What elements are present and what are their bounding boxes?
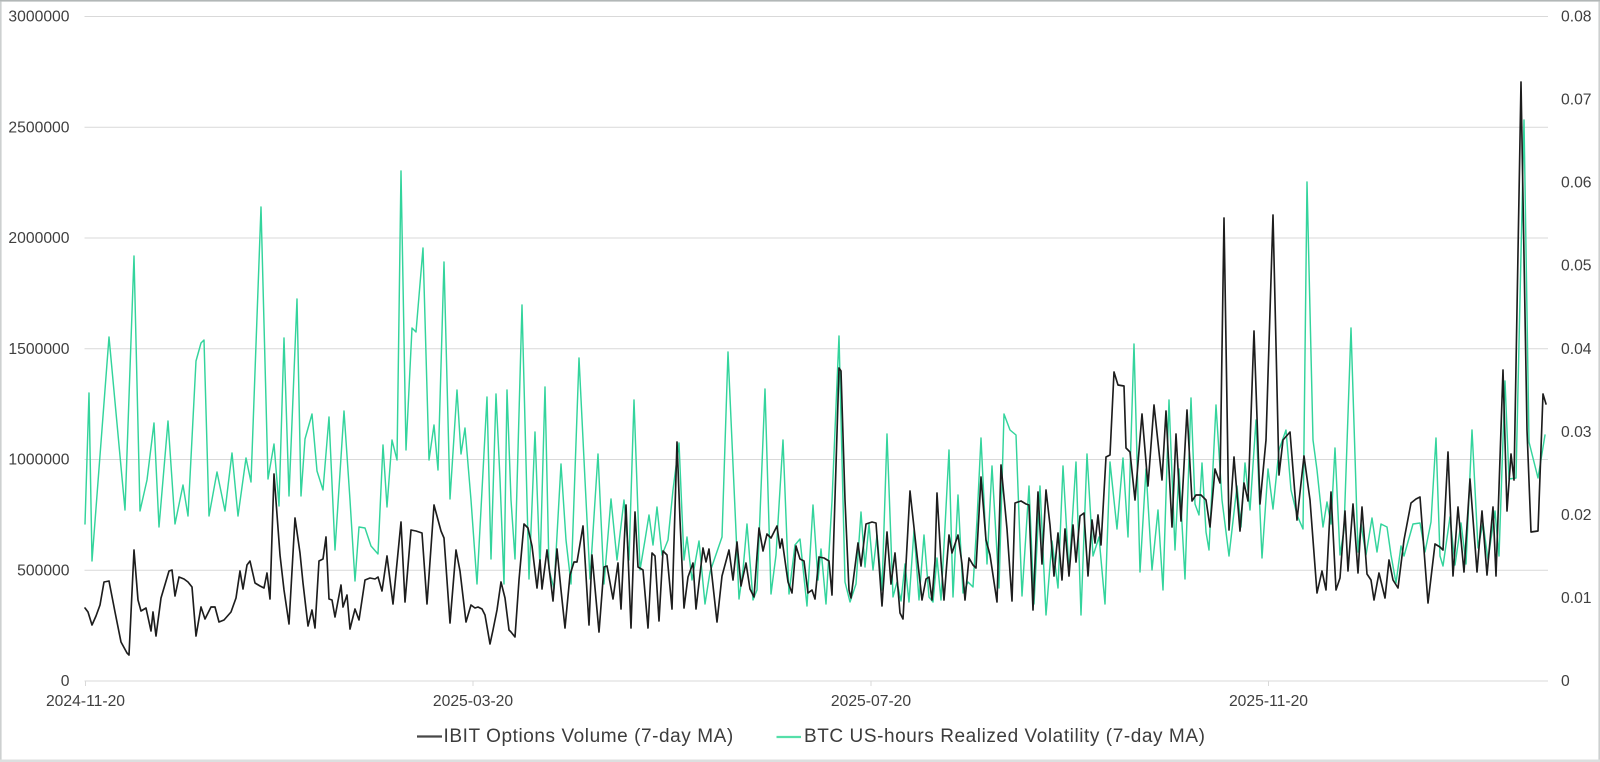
svg-text:2025-11-20: 2025-11-20 — [1229, 693, 1308, 710]
svg-text:0.06: 0.06 — [1561, 175, 1592, 192]
svg-text:2025-03-20: 2025-03-20 — [433, 693, 514, 710]
svg-text:1500000: 1500000 — [8, 341, 69, 358]
svg-text:0.07: 0.07 — [1561, 92, 1592, 109]
svg-text:1000000: 1000000 — [8, 452, 69, 469]
svg-text:0: 0 — [61, 673, 70, 690]
svg-text:2024-11-20: 2024-11-20 — [46, 693, 125, 710]
svg-text:0: 0 — [1561, 673, 1570, 690]
svg-text:IBIT Options Volume (7-day MA): IBIT Options Volume (7-day MA) — [444, 726, 734, 747]
svg-text:0.02: 0.02 — [1561, 507, 1592, 524]
svg-text:2025-07-20: 2025-07-20 — [831, 693, 912, 710]
svg-text:0.04: 0.04 — [1561, 341, 1592, 358]
svg-text:0.05: 0.05 — [1561, 258, 1592, 275]
svg-text:BTC US-hours Realized Volatili: BTC US-hours Realized Volatility (7-day … — [804, 726, 1205, 747]
svg-text:3000000: 3000000 — [8, 9, 69, 26]
svg-text:2500000: 2500000 — [8, 119, 69, 136]
svg-text:0.01: 0.01 — [1561, 590, 1592, 607]
svg-text:500000: 500000 — [17, 562, 70, 579]
svg-text:0.03: 0.03 — [1561, 424, 1592, 441]
svg-text:0.08: 0.08 — [1561, 9, 1592, 26]
svg-text:2000000: 2000000 — [8, 230, 69, 247]
